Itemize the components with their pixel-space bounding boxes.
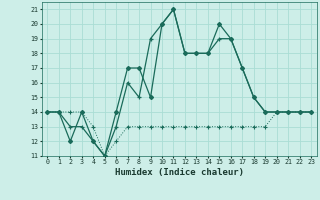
X-axis label: Humidex (Indice chaleur): Humidex (Indice chaleur) [115, 168, 244, 177]
